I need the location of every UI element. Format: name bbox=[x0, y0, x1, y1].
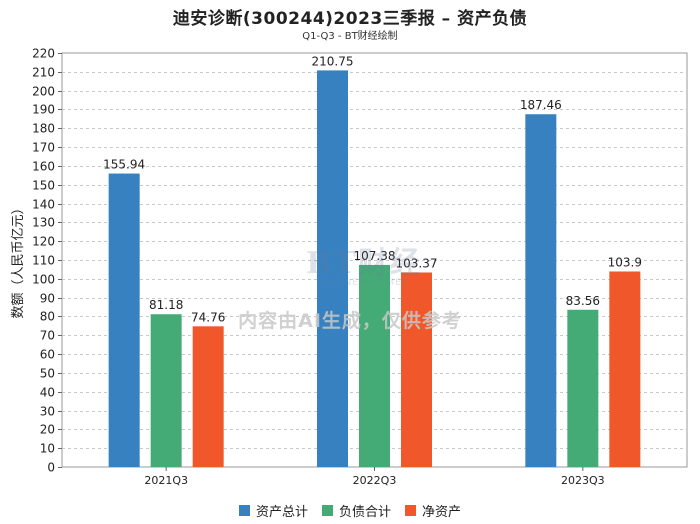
y-tick-label: 80 bbox=[40, 310, 55, 324]
bar-负债合计-2023Q3 bbox=[567, 309, 599, 467]
y-tick-label: 130 bbox=[32, 216, 55, 230]
y-tick-label: 10 bbox=[40, 442, 55, 456]
data-label: 81.18 bbox=[149, 298, 183, 312]
data-label: 103.37 bbox=[396, 256, 438, 270]
legend-label: 净资产 bbox=[422, 505, 462, 520]
data-label: 74.76 bbox=[191, 310, 225, 324]
y-tick-label: 220 bbox=[32, 47, 55, 61]
data-label: 155.94 bbox=[103, 158, 145, 172]
y-tick-label: 100 bbox=[32, 273, 55, 287]
bar-资产总计-2021Q3 bbox=[108, 173, 140, 468]
bar-净资产-2021Q3 bbox=[192, 326, 224, 467]
legend-swatch bbox=[321, 505, 333, 516]
y-tick-label: 20 bbox=[40, 423, 55, 437]
bar-资产总计-2023Q3 bbox=[525, 114, 557, 467]
y-tick-label: 30 bbox=[40, 405, 55, 419]
legend-item: 净资产 bbox=[405, 501, 461, 520]
bar-净资产-2022Q3 bbox=[401, 272, 432, 467]
y-tick-label: 40 bbox=[40, 386, 55, 400]
legend-swatch bbox=[238, 505, 250, 516]
data-label: 83.56 bbox=[566, 294, 600, 308]
chart-title: 迪安诊断(300244)2023三季报 – 资产负债 bbox=[172, 9, 528, 29]
legend-item: 负债合计 bbox=[321, 501, 391, 520]
legend-label: 负债合计 bbox=[338, 505, 391, 520]
bar-资产总计-2022Q3 bbox=[317, 70, 348, 468]
y-tick-label: 110 bbox=[32, 254, 55, 268]
data-label: 210.75 bbox=[312, 54, 354, 68]
y-tick-label: 210 bbox=[32, 66, 55, 80]
chart-legend: 资产总计 负债合计 净资产 bbox=[0, 501, 700, 520]
legend-item: 资产总计 bbox=[238, 501, 308, 520]
bar-负债合计-2021Q3 bbox=[150, 314, 182, 467]
data-label: 187.46 bbox=[520, 98, 562, 112]
bar-负债合计-2022Q3 bbox=[359, 264, 390, 467]
chart-subtitle: Q1-Q3 - BT财经绘制 bbox=[302, 31, 398, 42]
y-tick-label: 50 bbox=[40, 367, 55, 381]
y-tick-label: 180 bbox=[32, 122, 55, 136]
data-label: 103.9 bbox=[608, 255, 642, 269]
y-tick-label: 150 bbox=[32, 179, 55, 193]
y-tick-label: 140 bbox=[32, 198, 55, 212]
x-tick-label: 2022Q3 bbox=[353, 474, 397, 487]
x-tick-label: 2023Q3 bbox=[561, 474, 605, 487]
y-tick-label: 90 bbox=[40, 292, 55, 306]
y-tick-label: 200 bbox=[32, 85, 55, 99]
y-tick-label: 70 bbox=[40, 329, 55, 343]
bar-净资产-2023Q3 bbox=[609, 271, 641, 467]
y-tick-label: 190 bbox=[32, 103, 55, 117]
y-tick-label: 120 bbox=[32, 235, 55, 249]
data-label: 107.38 bbox=[354, 249, 396, 263]
y-tick-label: 0 bbox=[47, 461, 55, 475]
legend-swatch bbox=[405, 505, 416, 516]
legend-label: 资产总计 bbox=[255, 505, 308, 520]
y-tick-label: 160 bbox=[32, 160, 55, 174]
y-tick-label: 60 bbox=[40, 348, 55, 362]
x-tick-label: 2021Q3 bbox=[144, 474, 188, 487]
y-axis-label: 数额（人民币亿元） bbox=[11, 201, 26, 318]
y-tick-label: 170 bbox=[32, 141, 55, 155]
